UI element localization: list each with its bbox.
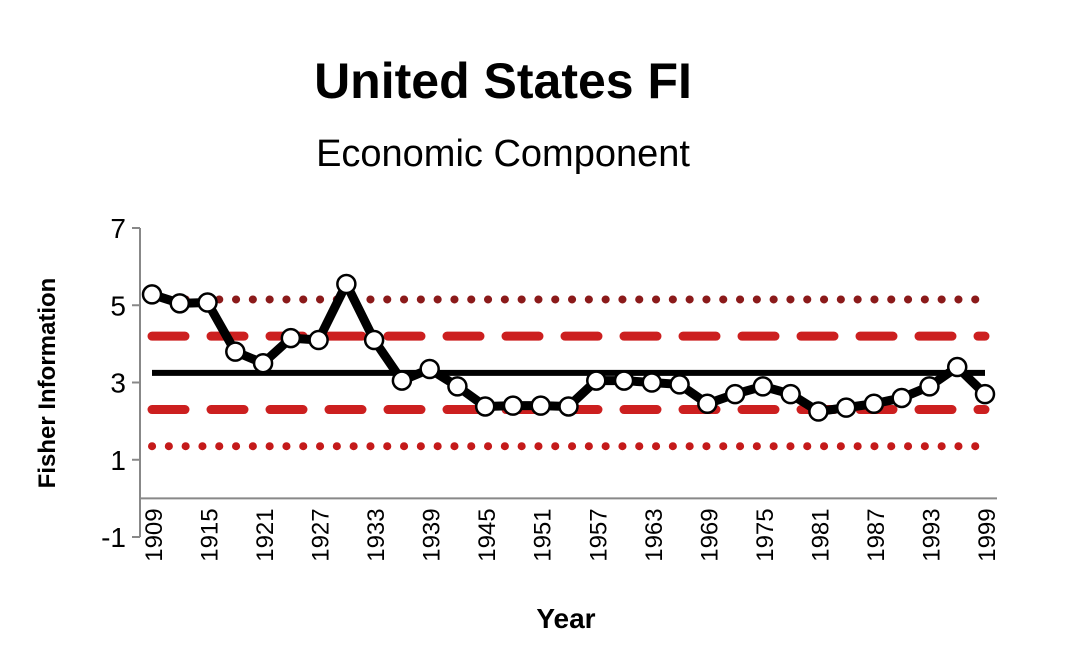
data-point [780, 383, 801, 405]
x-tick-label: 1951 [530, 508, 557, 561]
x-tick-label: 1933 [363, 508, 390, 561]
data-point [835, 397, 857, 418]
x-tick-label: 1981 [807, 508, 834, 561]
chart-subtitle: Economic Component [316, 133, 690, 175]
y-axis-label: Fisher Information [34, 278, 61, 489]
x-tick-label: 1957 [585, 508, 612, 561]
x-tick-label: 1999 [974, 508, 1001, 561]
data-point [891, 387, 912, 409]
y-tick-label: 5 [110, 290, 126, 321]
data-point [613, 370, 635, 391]
data-point [308, 329, 329, 351]
chart-title: United States FI [314, 53, 692, 109]
x-tick-label: 1975 [752, 508, 779, 561]
data-point [586, 370, 607, 391]
data-point [974, 383, 996, 405]
data-point [419, 358, 440, 380]
data-point [197, 292, 218, 313]
x-tick-label: 1945 [474, 508, 501, 561]
series-line [150, 279, 989, 416]
data-point [946, 356, 968, 378]
data-point [225, 341, 246, 362]
x-tick-label: 1963 [641, 508, 668, 561]
data-point [169, 293, 191, 314]
data-point [919, 376, 940, 397]
x-tick-label: 1921 [252, 508, 279, 561]
data-point [502, 395, 524, 416]
data-point [669, 374, 690, 395]
data-point [391, 370, 413, 391]
x-tick-label: 1909 [141, 508, 168, 561]
data-point [808, 401, 829, 422]
data-point [474, 396, 496, 417]
x-tick-label: 1993 [918, 508, 945, 561]
y-tick-label: 1 [110, 445, 126, 476]
data-point [280, 327, 302, 349]
x-tick-label: 1915 [197, 508, 224, 561]
data-point [863, 393, 885, 414]
data-point [641, 372, 663, 393]
y-tick-label: 7 [110, 213, 126, 244]
x-tick-label: 1939 [419, 508, 446, 561]
x-tick-label: 1927 [308, 508, 335, 561]
y-tick-label: -1 [101, 522, 126, 553]
x-tick-label: 1987 [863, 508, 890, 561]
data-point [697, 393, 718, 414]
x-axis-label: Year [536, 603, 595, 634]
data-point [252, 352, 274, 374]
data-point [447, 376, 468, 397]
x-tick-label: 1969 [696, 508, 723, 561]
y-tick-label: 3 [110, 368, 126, 399]
data-point [724, 383, 746, 405]
data-point [530, 395, 551, 416]
data-point [141, 284, 163, 305]
data-point [752, 376, 774, 397]
data-point [558, 396, 579, 417]
data-point [363, 329, 385, 351]
data-point [336, 273, 357, 295]
